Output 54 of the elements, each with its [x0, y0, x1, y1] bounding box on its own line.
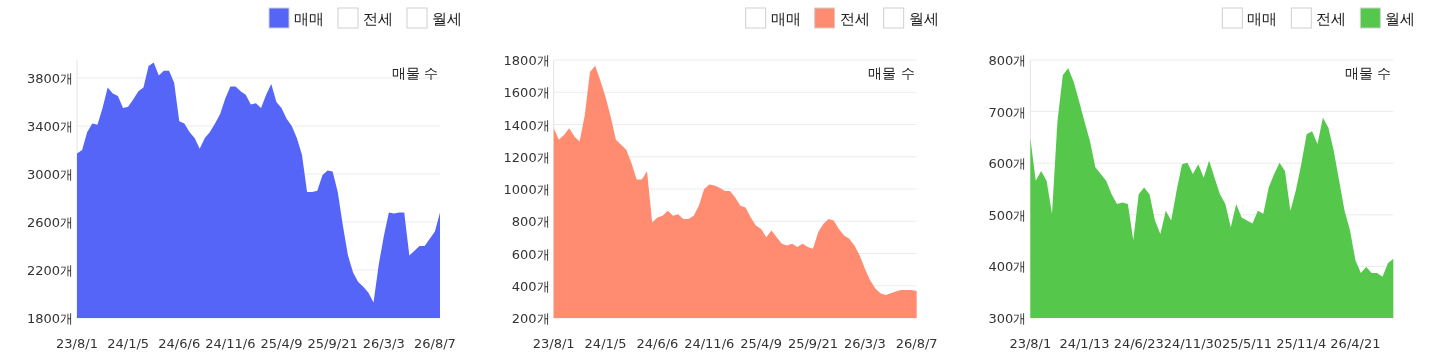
x-tick-label: 25/9/21: [787, 336, 839, 351]
y-tick-label: 800개: [511, 214, 550, 230]
x-tick-label: 23/8/1: [56, 336, 98, 351]
legend-label: 월세: [432, 10, 462, 28]
x-tick-label: 26/3/3: [362, 336, 405, 351]
x-tick-label: 23/8/1: [1009, 336, 1052, 351]
y-tick-label: 800개: [988, 53, 1027, 68]
x-tick-label: 25/11/4: [1276, 336, 1327, 351]
y-axis-title: 매물 수: [868, 65, 915, 81]
y-tick-label: 400개: [988, 259, 1027, 275]
y-tick-label: 1800개: [503, 53, 550, 68]
legend-label: 전세: [839, 10, 870, 28]
x-tick-label: 24/6/6: [158, 336, 201, 351]
y-tick-label: 2600개: [26, 215, 73, 230]
y-tick-label: 3000개: [26, 167, 73, 182]
legend-label: 매매: [770, 10, 801, 28]
x-tick-label: 24/6/6: [636, 336, 679, 351]
y-tick-label: 200개: [511, 311, 550, 326]
y-tick-label: 1400개: [503, 117, 550, 133]
y-tick-label: 700개: [988, 104, 1027, 120]
y-tick-label: 600개: [988, 156, 1027, 172]
x-tick-label: 25/5/11: [1221, 336, 1273, 351]
legend-label: 월세: [908, 10, 939, 28]
x-tick-label: 25/4/9: [740, 336, 783, 351]
x-tick-label: 25/4/9: [260, 336, 303, 351]
x-tick-label: 24/11/6: [684, 336, 735, 351]
x-tick-label: 24/1/13: [1059, 336, 1110, 351]
y-tick-label: 600개: [511, 246, 550, 262]
y-tick-label: 1800개: [26, 311, 73, 326]
y-tick-label: 400개: [511, 278, 550, 294]
x-tick-label: 26/8/7: [413, 336, 456, 351]
legend-label: 전세: [363, 10, 393, 28]
x-tick-label: 24/11/30: [1163, 336, 1223, 351]
x-tick-label: 26/3/3: [843, 336, 886, 351]
y-tick-label: 1000개: [503, 182, 550, 197]
legend-label: 전세: [1316, 10, 1347, 28]
y-tick-label: 1600개: [503, 85, 550, 101]
y-tick-label: 3400개: [26, 119, 73, 134]
legend-label: 매매: [1247, 10, 1278, 28]
x-tick-label: 24/11/6: [205, 336, 256, 351]
x-tick-label: 24/6/23: [1113, 336, 1164, 351]
y-tick-label: 2200개: [26, 263, 73, 278]
y-axis-title: 매물 수: [391, 65, 438, 81]
x-tick-label: 24/1/5: [107, 336, 150, 351]
y-axis-title: 매물 수: [1344, 65, 1392, 81]
x-tick-label: 24/1/5: [584, 336, 627, 351]
x-tick-label: 26/4/21: [1330, 336, 1381, 351]
y-tick-label: 300개: [988, 311, 1027, 326]
y-tick-label: 3800개: [26, 71, 73, 86]
x-tick-label: 25/9/21: [307, 336, 358, 351]
x-tick-label: 23/8/1: [532, 336, 575, 351]
y-tick-label: 500개: [988, 207, 1027, 223]
y-tick-label: 1200개: [503, 149, 550, 165]
x-tick-label: 26/8/7: [895, 336, 938, 351]
